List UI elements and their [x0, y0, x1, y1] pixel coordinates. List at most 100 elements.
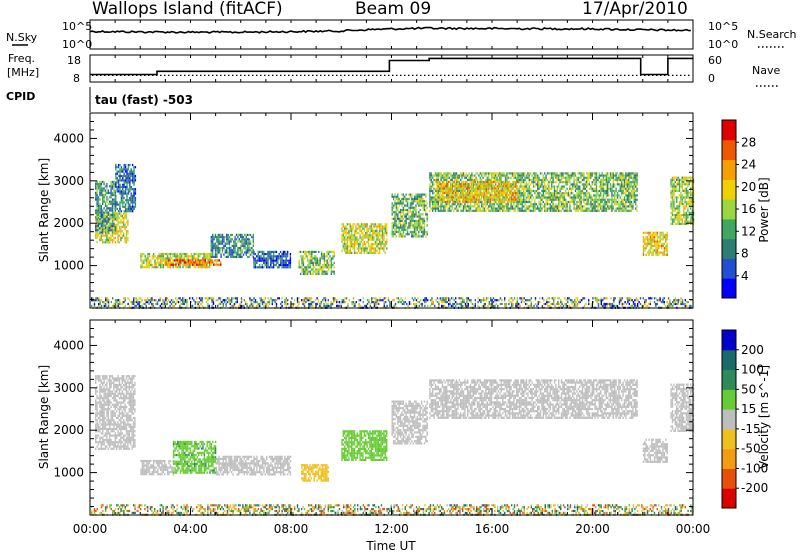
data-cell	[145, 259, 148, 262]
data-cell	[466, 187, 468, 190]
data-cell	[429, 192, 431, 195]
data-cell	[524, 172, 526, 175]
data-cell	[642, 238, 645, 241]
data-cell	[629, 181, 631, 184]
data-cell	[645, 238, 647, 241]
data-cell	[212, 251, 214, 254]
data-cell	[127, 181, 130, 184]
data-cell	[353, 249, 356, 252]
data-cell	[511, 205, 514, 208]
data-cell	[597, 176, 599, 179]
data-cell	[329, 264, 331, 267]
data-cell	[133, 183, 135, 186]
data-cell	[130, 188, 132, 191]
data-cell	[491, 187, 493, 190]
data-cell	[263, 250, 265, 253]
data-cell	[110, 229, 112, 232]
data-cell	[96, 207, 98, 210]
data-cell	[217, 240, 219, 243]
data-cell	[103, 200, 105, 203]
data-cell	[482, 185, 485, 188]
data-cell	[358, 243, 360, 246]
data-cell	[520, 181, 522, 184]
data-cell	[432, 207, 434, 210]
data-cell	[342, 229, 344, 232]
data-cell	[555, 207, 557, 210]
data-cell	[626, 181, 628, 184]
data-cell	[349, 249, 351, 252]
data-cell	[518, 203, 521, 206]
data-cell	[240, 247, 242, 250]
data-cell	[346, 245, 349, 248]
data-cell	[366, 234, 368, 237]
data-cell	[652, 253, 654, 256]
data-cell	[186, 266, 188, 269]
data-cell	[349, 245, 351, 248]
data-cell	[494, 185, 496, 188]
data-cell	[127, 192, 130, 195]
data-cell	[422, 200, 424, 203]
data-cell	[333, 250, 335, 253]
data-cell	[429, 172, 431, 175]
data-cell	[100, 216, 102, 219]
data-cell	[422, 206, 424, 209]
data-cell	[517, 181, 519, 184]
data-cell	[443, 176, 445, 179]
data-cell	[394, 211, 396, 214]
data-cell	[482, 196, 485, 199]
data-cell	[116, 223, 118, 226]
data-cell	[496, 209, 498, 212]
data-cell	[412, 202, 414, 205]
data-cell	[114, 227, 116, 230]
data-cell	[308, 250, 310, 253]
data-cell	[115, 177, 117, 180]
data-cell	[148, 263, 151, 267]
data-cell	[95, 194, 97, 197]
data-cell	[628, 209, 630, 212]
data-cell	[241, 240, 243, 243]
data-cell	[642, 251, 645, 254]
data-cell	[523, 174, 525, 177]
data-cell	[312, 270, 314, 273]
data-cell	[319, 257, 321, 260]
data-cell	[201, 263, 204, 266]
data-cell	[456, 191, 458, 194]
data-cell	[632, 172, 634, 175]
data-cell	[301, 266, 303, 269]
data-cell	[221, 247, 224, 250]
data-cell	[113, 185, 115, 188]
data-cell	[559, 194, 561, 197]
data-cell	[502, 174, 504, 177]
data-cell	[265, 261, 268, 264]
data-cell	[172, 252, 174, 256]
data-cell	[524, 187, 526, 190]
data-cell	[552, 194, 554, 197]
data-cell	[580, 198, 582, 201]
data-cell	[104, 194, 107, 197]
data-cell	[510, 183, 513, 186]
data-cell	[341, 234, 343, 237]
data-cell	[362, 232, 364, 235]
data-cell	[161, 255, 163, 258]
data-cell	[444, 200, 446, 204]
data-cell	[467, 194, 469, 197]
data-cell	[562, 207, 564, 210]
data-cell	[120, 232, 122, 235]
data-cell	[120, 210, 123, 213]
data-cell	[133, 192, 135, 195]
data-cell	[521, 187, 523, 190]
data-cell	[398, 233, 400, 236]
data-cell	[102, 200, 104, 203]
data-cell	[416, 235, 419, 238]
data-cell	[655, 247, 657, 250]
data-cell	[315, 250, 317, 253]
data-cell	[327, 268, 330, 271]
data-cell	[189, 255, 191, 258]
data-cell	[169, 252, 172, 256]
data-cell	[515, 200, 517, 203]
data-cell	[124, 188, 127, 191]
data-cell	[130, 194, 132, 197]
data-cell	[398, 197, 400, 201]
data-cell	[434, 172, 437, 175]
data-cell	[523, 192, 525, 195]
